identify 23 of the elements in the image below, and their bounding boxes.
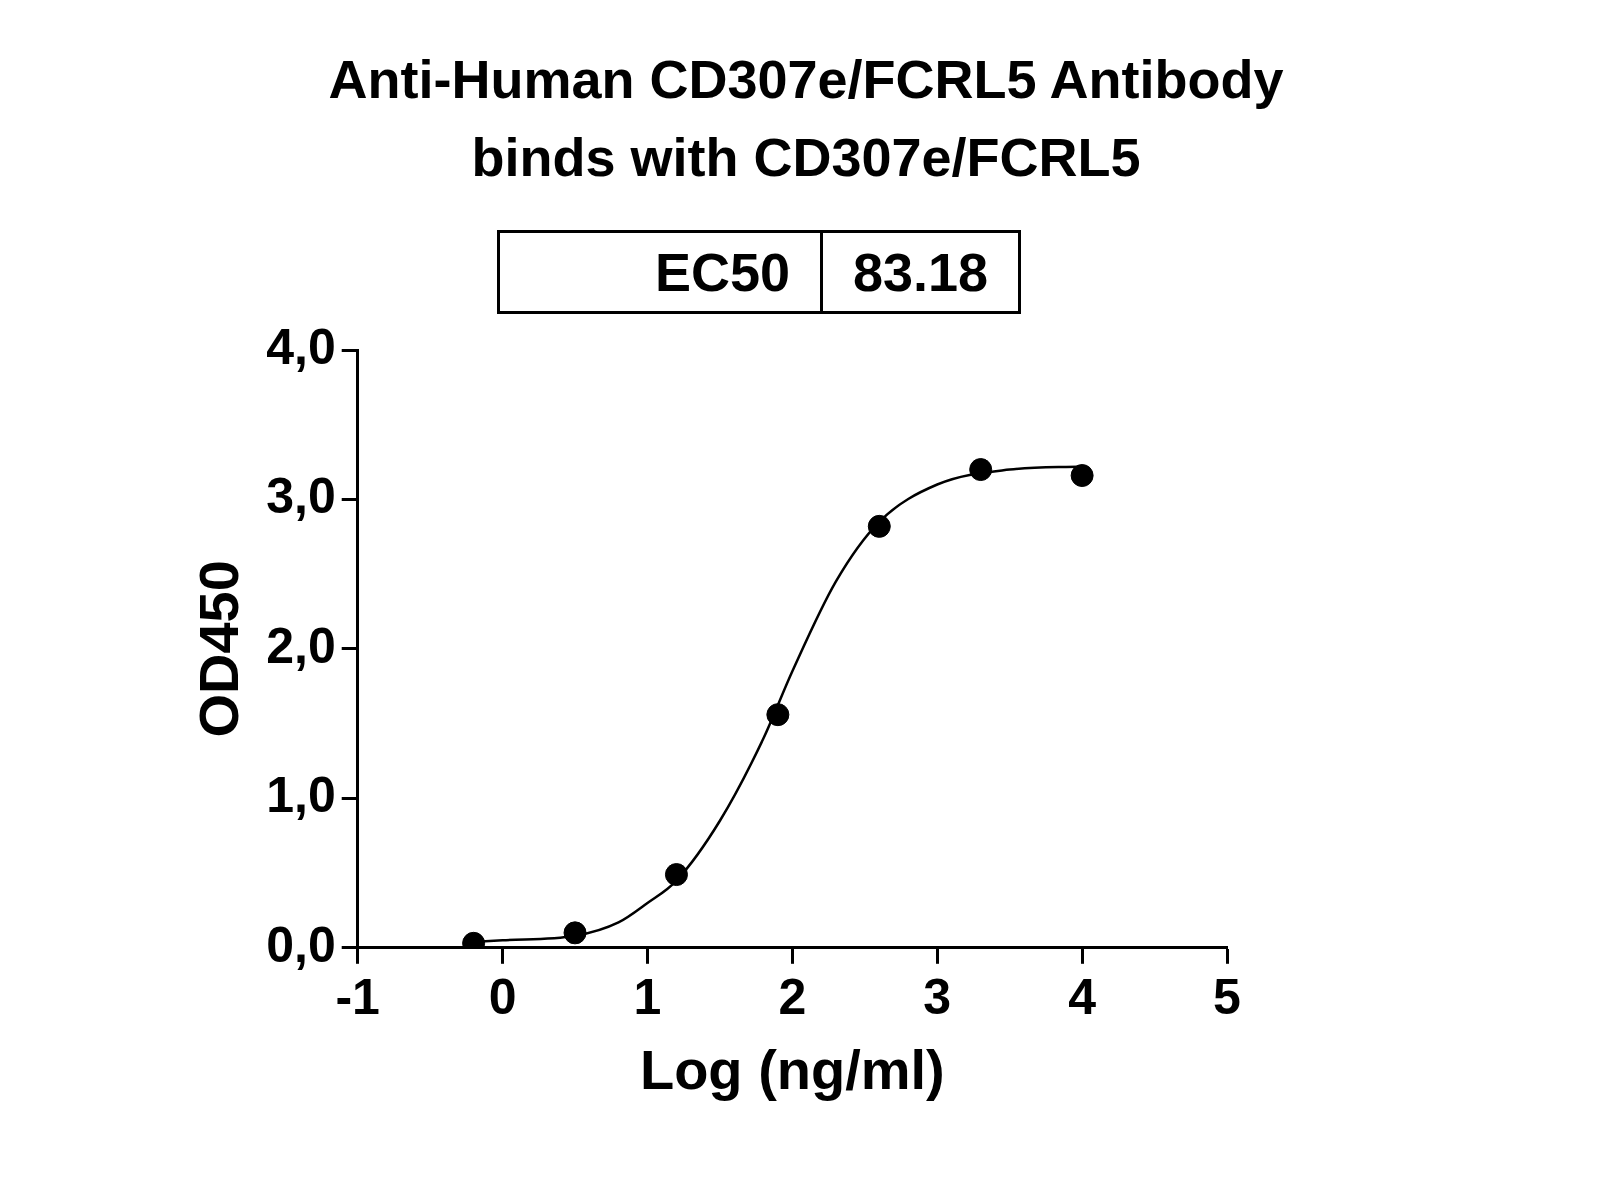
y-tick-label: 2,0 [266,617,336,674]
point [766,703,790,727]
y-tick-label: 0,0 [266,916,336,973]
text: 83.18 [821,231,1020,313]
x-tick-label: 3 [923,968,952,1025]
x-tick-label: 4 [1068,968,1097,1025]
y-tick-label: 1,0 [266,767,336,824]
y-tick-label: 4,0 [266,318,336,375]
y-tick-label: 3,0 [266,468,336,525]
point [563,921,587,945]
y-axis-title: OD450 [187,560,251,738]
point [969,458,993,482]
x-tick-label: 1 [633,968,662,1025]
x-tick-label: 5 [1213,968,1241,1025]
point [1070,464,1094,488]
x-tick-label: -1 [335,968,380,1025]
x-axis-title: Log (ng/ml) [639,1037,945,1101]
text: EC50 [498,231,822,313]
point [867,514,891,538]
x-tick-label: 0 [488,968,517,1025]
point [664,863,688,887]
x-tick-label: 2 [778,968,807,1025]
chart-title: Anti-Human CD307e/FCRL5 Antibody binds with CD307e/FCRL5 [327,48,1285,189]
